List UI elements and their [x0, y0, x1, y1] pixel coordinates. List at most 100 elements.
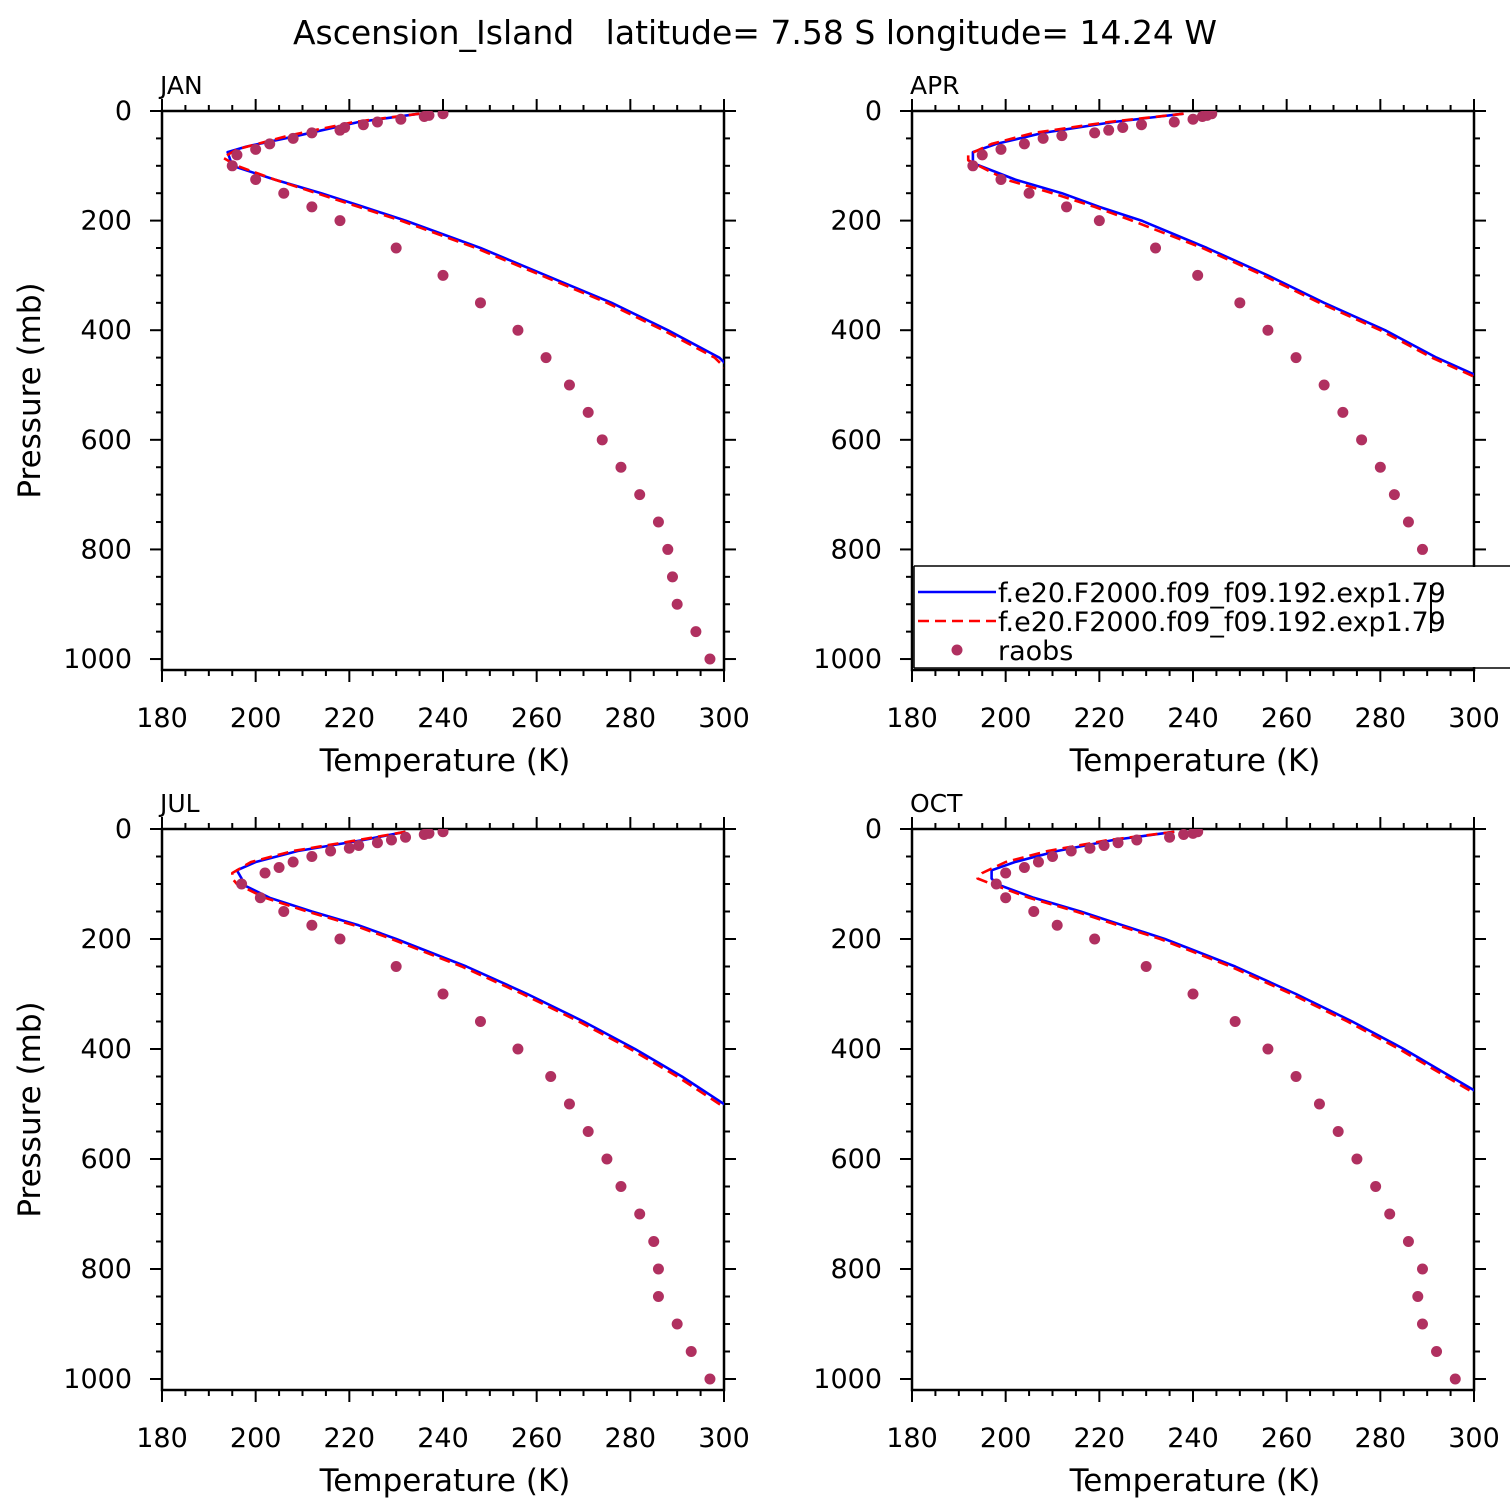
raobs-point — [652, 1291, 664, 1302]
raobs-point — [395, 113, 407, 125]
raobs-point — [1332, 1126, 1344, 1137]
x-tick-label: 240 — [417, 1423, 469, 1454]
x-tick-label: 300 — [698, 1423, 750, 1454]
y-tick-label: 800 — [830, 1254, 882, 1285]
raobs-point — [1018, 862, 1030, 873]
legend-label: raobs — [998, 636, 1073, 667]
raobs-point — [563, 1098, 575, 1110]
x-axis-label: Temperature (K) — [1069, 743, 1321, 779]
x-tick-label: 300 — [698, 703, 750, 734]
raobs-point — [357, 119, 369, 131]
raobs-point — [1117, 121, 1129, 133]
raobs-point — [1018, 138, 1030, 150]
x-tick-label: 280 — [605, 703, 657, 734]
raobs-point — [601, 1153, 613, 1165]
x-tick-label: 200 — [230, 703, 282, 734]
raobs-point — [385, 834, 397, 846]
raobs-point — [1056, 130, 1068, 142]
x-tick-label: 260 — [1261, 1423, 1313, 1454]
raobs-point — [371, 116, 383, 128]
raobs-point — [334, 215, 346, 227]
series-line-solid — [226, 112, 724, 364]
raobs-point — [967, 160, 979, 172]
raobs-point — [1032, 856, 1044, 868]
x-axis-label: Temperature (K) — [1069, 1463, 1321, 1499]
x-tick-label: 180 — [136, 703, 188, 734]
raobs-point — [1093, 215, 1105, 227]
panels: 180 200 220 240 260 280 300 0 200 400 600 800 1000 JA… — [12, 71, 1500, 1499]
raobs-point — [306, 851, 318, 862]
raobs-point — [306, 201, 318, 213]
raobs-point — [437, 988, 449, 1000]
raobs-point — [995, 143, 1007, 155]
raobs-point — [1089, 127, 1101, 139]
raobs-point — [1187, 113, 1199, 125]
raobs-point — [400, 831, 412, 843]
raobs-point — [437, 111, 449, 120]
raobs-point — [1028, 906, 1040, 917]
y-tick-label: 800 — [830, 534, 882, 565]
raobs-point — [306, 127, 318, 139]
raobs-point — [264, 138, 276, 150]
x-tick-label: 220 — [1074, 1423, 1126, 1454]
raobs-point — [231, 149, 243, 161]
raobs-point — [1313, 1098, 1325, 1110]
raobs-point — [254, 892, 266, 904]
raobs-point — [1023, 187, 1035, 199]
raobs-point — [1000, 892, 1012, 904]
raobs-point — [259, 867, 271, 879]
x-axis-label: Temperature (K) — [319, 743, 571, 779]
x-tick-label: 260 — [511, 703, 563, 734]
raobs-point — [615, 1181, 627, 1192]
series-line-dashed — [221, 112, 724, 369]
x-tick-label: 260 — [511, 1423, 563, 1454]
raobs-point — [1351, 1153, 1363, 1165]
y-tick-label: 200 — [830, 924, 882, 955]
raobs-point — [582, 406, 594, 418]
raobs-point — [1412, 1291, 1424, 1302]
series-group — [231, 829, 724, 1385]
raobs-point — [1051, 919, 1063, 931]
raobs-point — [545, 1071, 557, 1082]
raobs-point — [1164, 831, 1176, 843]
raobs-point — [1416, 1318, 1428, 1330]
raobs-point — [666, 571, 678, 583]
y-tick-label: 0 — [115, 96, 132, 127]
x-tick-label: 280 — [605, 1423, 657, 1454]
x-tick-label: 180 — [136, 1423, 188, 1454]
x-tick-label: 280 — [1355, 1423, 1407, 1454]
panel-2: 180 200 220 240 260 280 300 0 200 400 600 800 1000 JU… — [12, 789, 750, 1499]
raobs-point — [278, 187, 290, 199]
raobs-point — [1290, 352, 1302, 364]
raobs-point — [418, 829, 430, 840]
raobs-point — [648, 1236, 660, 1247]
series-line-dashed — [966, 112, 1474, 379]
raobs-point — [1098, 840, 1110, 851]
raobs-point — [563, 379, 575, 391]
x-tick-label: 200 — [980, 1423, 1032, 1454]
raobs-point — [1103, 124, 1115, 136]
y-tick-label: 200 — [80, 206, 132, 237]
raobs-point — [1187, 988, 1199, 1000]
raobs-point — [652, 1263, 664, 1275]
raobs-point — [1229, 1016, 1241, 1027]
raobs-point — [1262, 1043, 1274, 1055]
series-group — [221, 111, 724, 665]
series-line-solid — [235, 830, 724, 1106]
raobs-point — [390, 242, 402, 254]
raobs-point — [371, 837, 383, 849]
raobs-point — [1262, 324, 1274, 336]
raobs-point — [1089, 933, 1101, 945]
raobs-point — [1374, 461, 1386, 473]
raobs-point — [437, 269, 449, 281]
panel-1: 180 200 220 240 260 280 300 0 200 400 600 800 1000 AP… — [813, 71, 1499, 779]
raobs-point — [250, 143, 262, 155]
raobs-point — [1337, 406, 1349, 418]
raobs-point — [1150, 242, 1162, 254]
y-tick-label: 800 — [80, 1254, 132, 1285]
legend: f.e20.F2000.f09_f09.192.exp1.79f.e20.F20… — [913, 565, 1510, 669]
raobs-point — [704, 1373, 716, 1385]
y-tick-label: 0 — [865, 814, 882, 845]
x-tick-label: 200 — [230, 1423, 282, 1454]
